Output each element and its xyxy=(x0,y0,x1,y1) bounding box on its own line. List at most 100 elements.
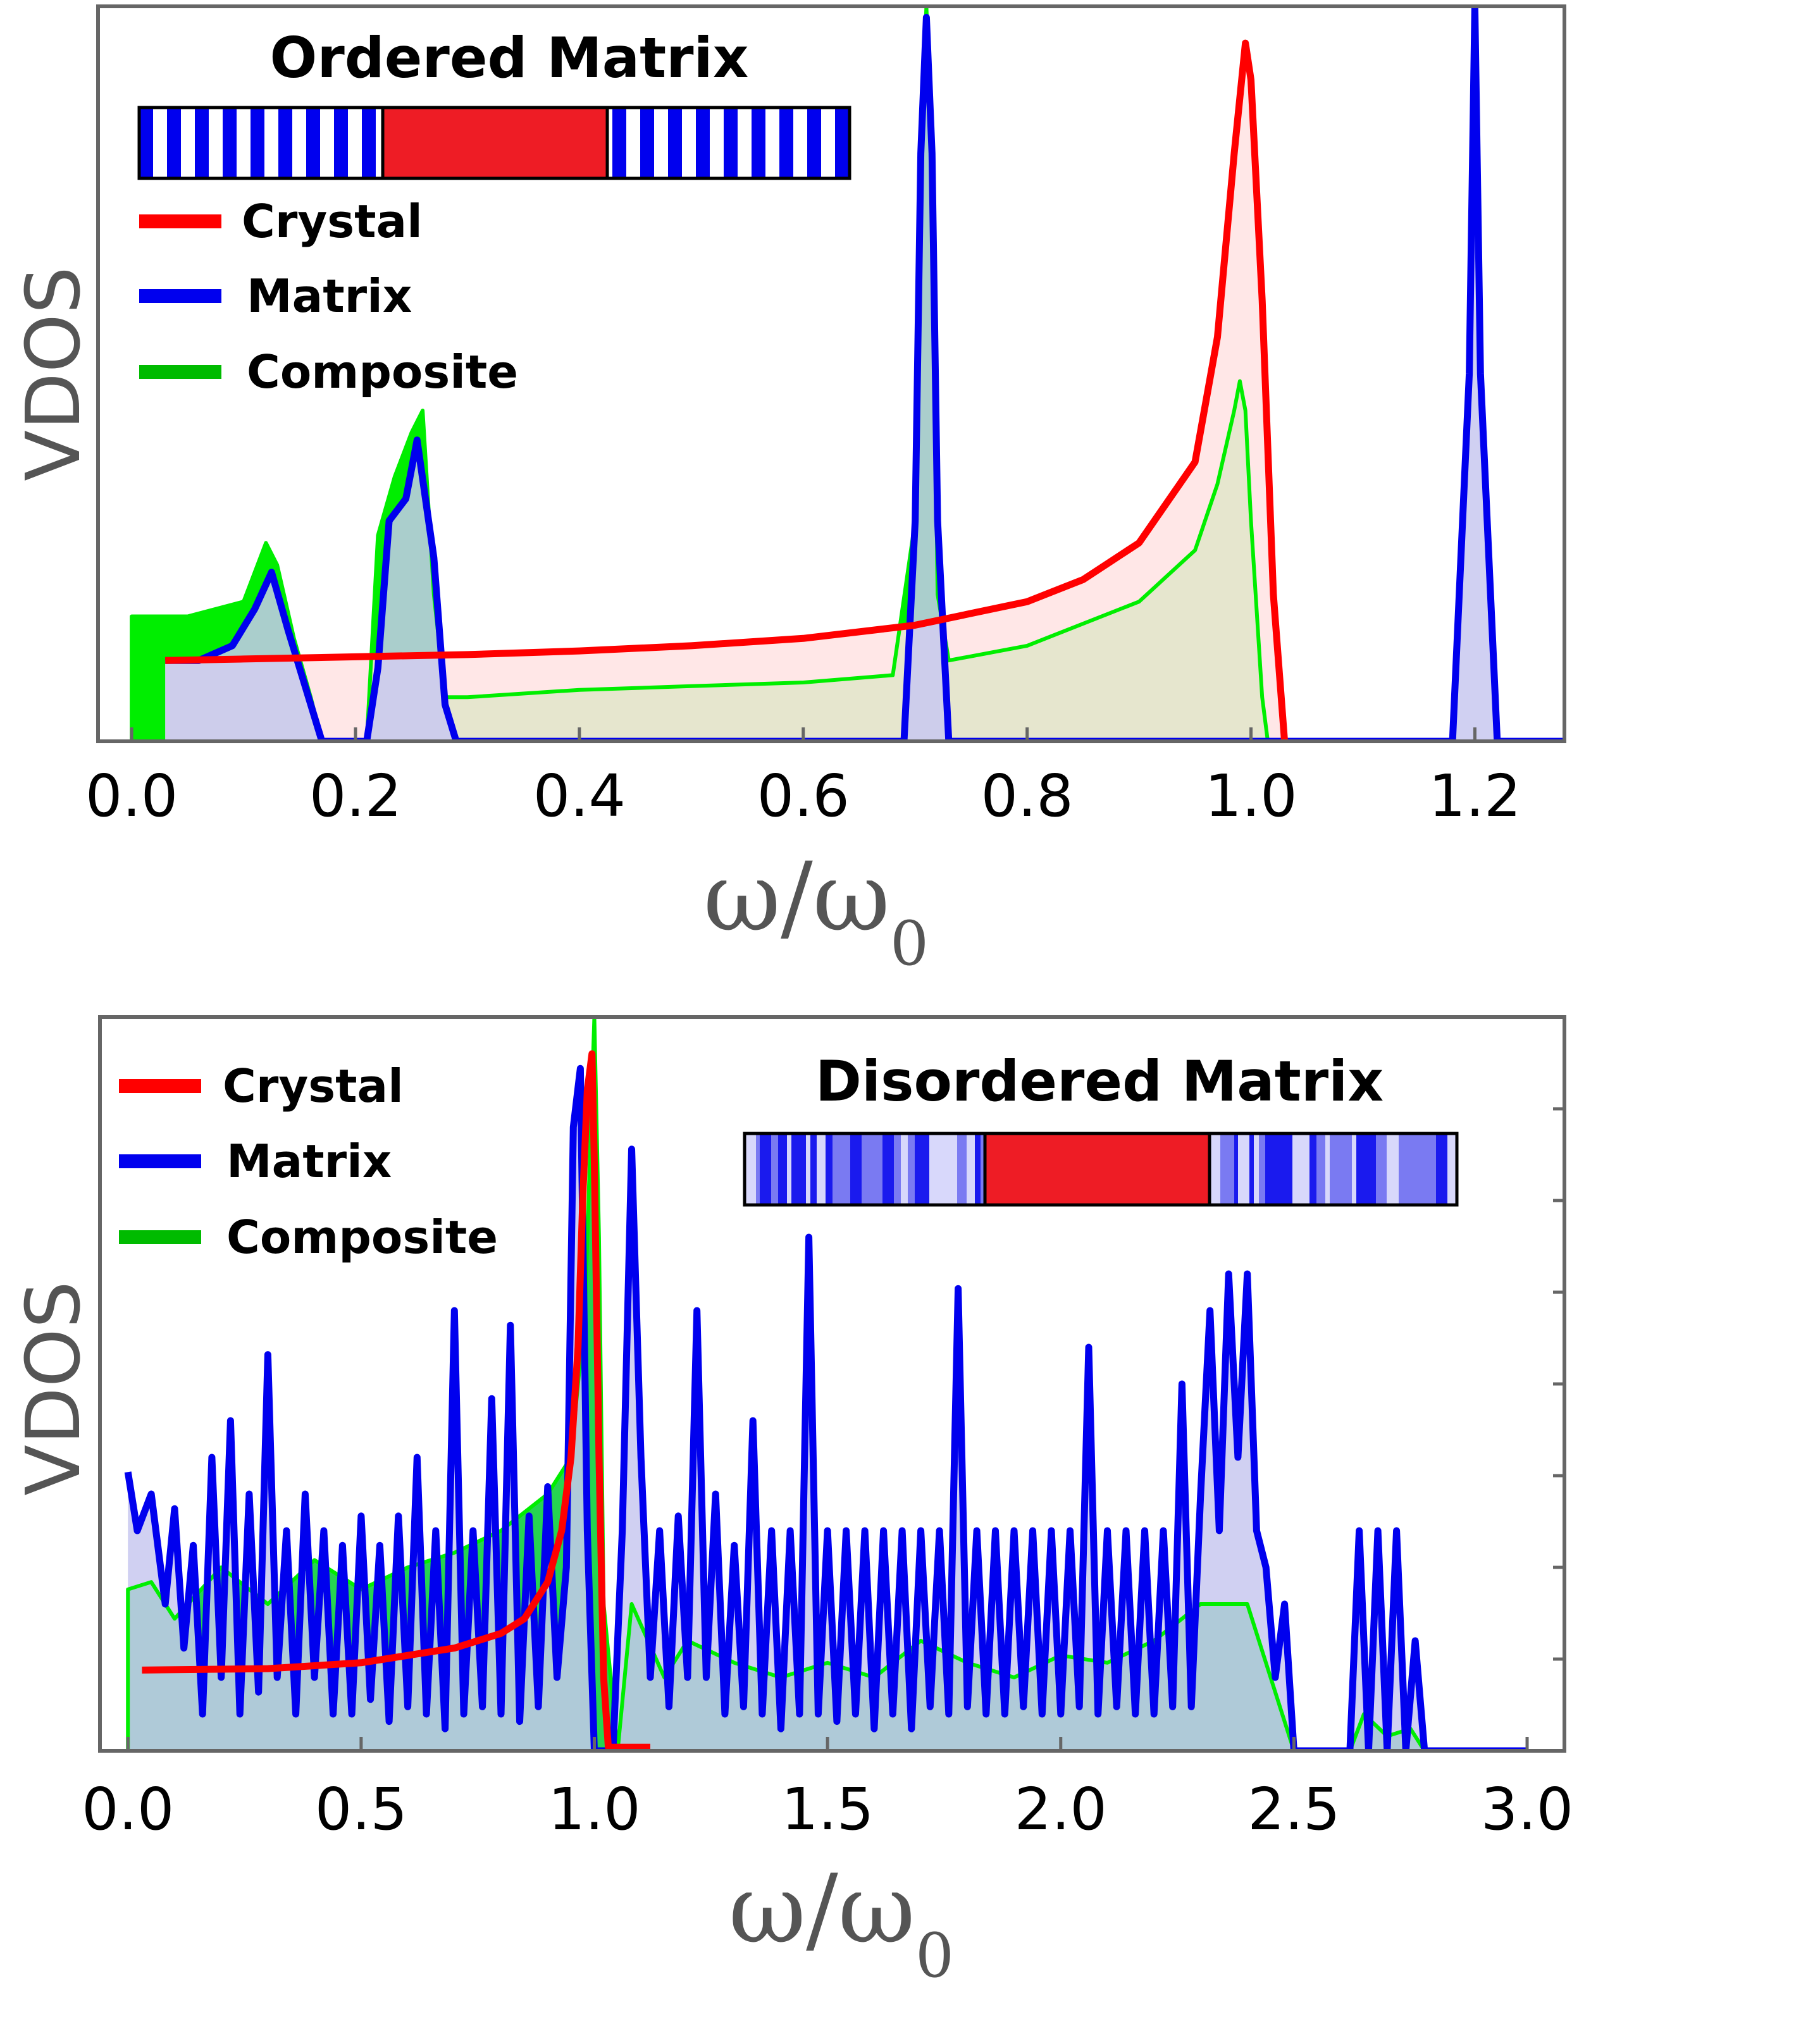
chain-site xyxy=(975,1133,981,1205)
chain-site xyxy=(874,1133,882,1205)
ordered-chain-right xyxy=(607,108,850,178)
chain-site xyxy=(1249,1133,1254,1205)
disordered-chain-inset xyxy=(743,1132,1459,1207)
chain-site xyxy=(908,1133,915,1205)
chain-site xyxy=(1387,1133,1399,1205)
disordered-y-minor-ticks xyxy=(1553,1015,1564,1661)
disordered-matrix-line xyxy=(124,1065,1527,1751)
disordered-matrix-panel: 0.0 0.5 1.0 1.5 2.0 2.5 3.0 VDOS ω/ω0 Disorder… xyxy=(9,1015,1573,1991)
chain-site xyxy=(1415,1133,1420,1205)
ordered-x-tick-label: 1.2 xyxy=(1428,762,1521,830)
chain-site xyxy=(787,1133,791,1205)
chain-site xyxy=(1325,1133,1330,1205)
chain-site xyxy=(1210,1133,1220,1205)
chain-site xyxy=(862,1133,874,1205)
disordered-legend: Crystal Matrix Composite xyxy=(119,1059,498,1264)
disordered-y-axis-label: VDOS xyxy=(9,1281,97,1495)
disordered-x-axis-label-sub: 0 xyxy=(915,1920,954,1991)
disordered-chain-right xyxy=(1210,1133,1457,1205)
chain-site xyxy=(1220,1133,1225,1205)
disordered-legend-label-matrix: Matrix xyxy=(226,1135,392,1188)
ordered-legend-label-crystal: Crystal xyxy=(242,195,423,248)
disordered-chain-left xyxy=(745,1133,985,1205)
chain-site xyxy=(1340,1133,1348,1205)
chain-site xyxy=(882,1133,894,1205)
chain-site xyxy=(1292,1133,1303,1205)
ordered-plot-frame xyxy=(96,4,1566,743)
chain-site xyxy=(1352,1133,1356,1205)
ordered-x-tick-label: 0.8 xyxy=(981,762,1074,830)
chain-site xyxy=(1303,1133,1309,1205)
chain-site xyxy=(1428,1133,1436,1205)
ordered-x-axis-label-sub: 0 xyxy=(890,908,929,979)
chain-site xyxy=(1283,1133,1292,1205)
chain-site xyxy=(967,1133,975,1205)
ordered-x-axis-label-main: ω/ω xyxy=(703,843,890,953)
ordered-x-tick-label: 0.6 xyxy=(757,762,850,830)
chain-site xyxy=(957,1133,967,1205)
chain-site xyxy=(901,1133,908,1205)
disordered-chain-border xyxy=(743,1132,1459,1207)
ordered-x-tick-label: 1.0 xyxy=(1204,762,1297,830)
chain-site xyxy=(798,1133,806,1205)
chain-site xyxy=(1330,1133,1340,1205)
chain-site xyxy=(841,1133,850,1205)
ordered-x-axis-label: ω/ω0 xyxy=(703,843,929,979)
disordered-legend-label-composite: Composite xyxy=(226,1211,498,1264)
disordered-x-tick-label: 0.0 xyxy=(82,1775,174,1843)
ordered-chain-crystal xyxy=(383,108,607,178)
chain-site xyxy=(1447,1133,1456,1205)
chain-site xyxy=(1316,1133,1325,1205)
chain-site xyxy=(935,1133,946,1205)
chain-site xyxy=(1420,1133,1428,1205)
chain-site xyxy=(850,1133,855,1205)
chain-site xyxy=(810,1133,817,1205)
disordered-x-tick-label: 2.0 xyxy=(1015,1775,1107,1843)
chain-site xyxy=(929,1133,935,1205)
chain-site xyxy=(1254,1133,1259,1205)
ordered-chain-left xyxy=(139,108,383,178)
chain-site xyxy=(946,1133,957,1205)
disordered-x-axis-label: ω/ω0 xyxy=(729,1855,954,1991)
chain-site xyxy=(1368,1133,1376,1205)
disordered-plot-area xyxy=(124,1017,1528,1751)
chain-site xyxy=(855,1133,862,1205)
disordered-x-tick-label: 3.0 xyxy=(1481,1775,1573,1843)
disordered-legend-label-crystal: Crystal xyxy=(223,1059,404,1113)
chain-site xyxy=(1348,1133,1352,1205)
ordered-chain-border xyxy=(137,106,851,180)
chain-site xyxy=(791,1133,798,1205)
ordered-legend: Crystal Matrix Composite xyxy=(139,195,518,398)
chain-site xyxy=(756,1133,760,1205)
ordered-legend-label-matrix: Matrix xyxy=(247,269,412,323)
chain-site xyxy=(894,1133,901,1205)
disordered-x-ticks: 0.0 0.5 1.0 1.5 2.0 2.5 3.0 xyxy=(82,1737,1573,1843)
ordered-x-tick-label: 0.0 xyxy=(85,762,178,830)
chain-site xyxy=(760,1133,771,1205)
chain-site xyxy=(778,1133,787,1205)
chain-site xyxy=(1275,1133,1283,1205)
disordered-x-axis-label-main: ω/ω xyxy=(729,1855,915,1965)
ordered-chain-inset xyxy=(137,106,851,180)
chain-site xyxy=(1376,1133,1387,1205)
ordered-x-ticks: 0.0 0.2 0.4 0.6 0.8 1.0 1.2 xyxy=(85,727,1521,830)
disordered-x-tick-label: 1.0 xyxy=(548,1775,640,1843)
ordered-y-axis-label: VDOS xyxy=(9,266,97,481)
disordered-chain-crystal xyxy=(985,1133,1210,1205)
ordered-plot-area xyxy=(130,6,1564,741)
ordered-matrix-panel: 0.0 0.2 0.4 0.6 0.8 1.0 1.2 VDOS ω/ω0 Ordered … xyxy=(9,4,1566,979)
ordered-legend-label-composite: Composite xyxy=(247,345,518,398)
chain-site xyxy=(1265,1133,1275,1205)
ordered-inset-title: Ordered Matrix xyxy=(270,25,749,90)
chain-site xyxy=(1436,1133,1447,1205)
chain-site xyxy=(1238,1133,1249,1205)
disordered-x-tick-label: 0.5 xyxy=(315,1775,407,1843)
disordered-inset-title: Disordered Matrix xyxy=(815,1049,1384,1114)
chain-site xyxy=(915,1133,920,1205)
ordered-x-tick-label: 0.2 xyxy=(309,762,402,830)
disordered-x-tick-label: 1.5 xyxy=(781,1775,874,1843)
chain-site xyxy=(771,1133,778,1205)
chain-site xyxy=(826,1133,833,1205)
chain-site xyxy=(981,1133,985,1205)
